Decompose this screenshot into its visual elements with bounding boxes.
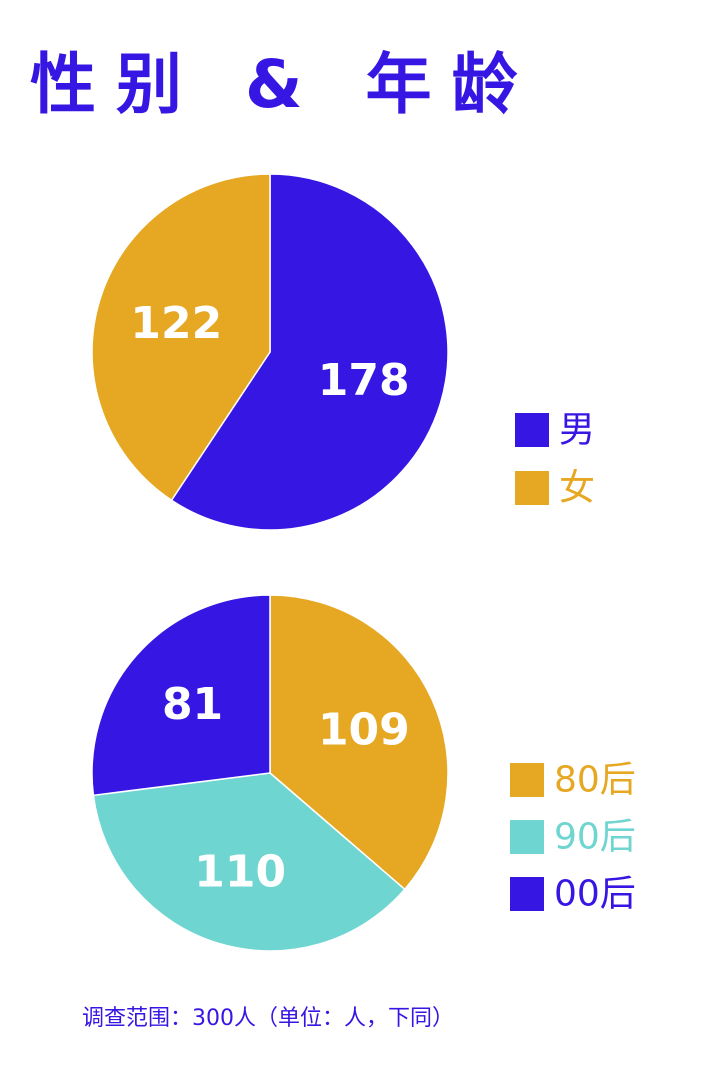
age-slice-0 [269,594,449,891]
age-legend-label-2: 00后 [554,874,636,915]
age-pie-chart: 109 80后 110 90后 81 00后 [91,594,636,952]
gender-legend-label-1: 女 [559,468,595,509]
gender-slice-value-1: 122 [130,298,222,349]
age-slice-value-1: 110 [194,846,286,897]
gender-slice-1 [91,173,271,502]
gender-legend-label-0: 男 [559,410,595,451]
age-legend-swatch-2 [510,877,544,911]
age-slice-2 [91,594,271,797]
page-title: 性别 & 年龄 [30,46,538,123]
survey-footnote: 调查范围：300人（单位：人，下同） [82,1006,454,1031]
gender-legend-swatch-1 [515,471,549,505]
gender-legend-swatch-0 [515,413,549,447]
age-legend-label-1: 90后 [554,817,636,858]
gender-pie-chart: 178 男 122 女 [91,173,595,531]
age-slice-1 [92,772,406,952]
gender-slice-0 [170,173,449,531]
age-legend-swatch-0 [510,763,544,797]
age-slice-value-0: 109 [318,705,410,756]
age-legend-label-0: 80后 [554,760,636,801]
age-slice-value-2: 81 [162,679,223,730]
age-legend-swatch-1 [510,820,544,854]
gender-slice-value-0: 178 [318,355,410,406]
